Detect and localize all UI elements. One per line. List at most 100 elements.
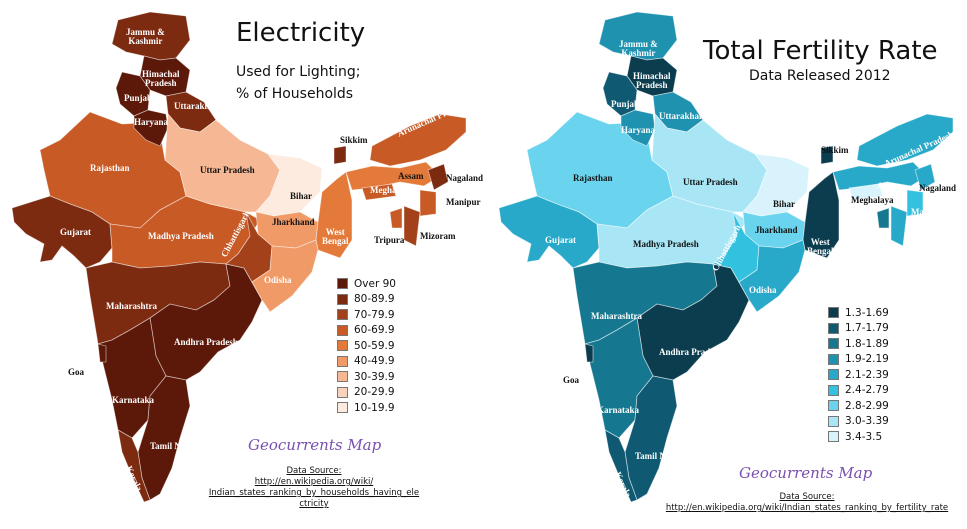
fertility-attribution: Geocurrents Map [739, 464, 873, 482]
label-tripura: Tripura [853, 243, 884, 253]
legend-label: 70-79.9 [354, 308, 395, 321]
label-haryana: Haryana [134, 117, 169, 127]
label-manipur: Manipur [446, 197, 481, 207]
label-sikkim: Sikkim [340, 135, 368, 145]
label-punjab: Punjab [124, 93, 153, 103]
electricity-subtitle-line2: % of Households [236, 86, 354, 102]
label-manipur: Manipur [911, 207, 946, 217]
state-sikkim [820, 145, 834, 165]
fertility-map-panel: Total Fertility Rate Data Released 2012 … [487, 0, 967, 529]
label-madhya-pradesh: Madhya Pradesh [148, 231, 214, 241]
label-odisha: Odisha [264, 275, 292, 285]
legend-swatch [828, 322, 839, 334]
label-andhra-pradesh: Andhra Pradesh [659, 347, 723, 357]
legend-item: 2.4-2.79 [828, 383, 889, 399]
label-karnataka: Karnataka [597, 405, 640, 415]
legend-label: 1.3-1.69 [845, 306, 889, 319]
legend-label: 30-39.9 [354, 370, 395, 383]
legend-label: 3.0-3.39 [845, 415, 889, 428]
legend-swatch [828, 400, 839, 412]
state-gujarat [498, 195, 600, 269]
label-andhra-pradesh: Andhra Pradesh [174, 337, 238, 347]
state-tripura [389, 207, 403, 229]
legend-item: 1.8-1.89 [828, 336, 889, 352]
legend-label: 2.8-2.99 [845, 399, 889, 412]
state-sikkim [333, 145, 347, 165]
legend-item: 50-59.9 [337, 338, 396, 354]
electricity-legend: Over 90 80-89.9 70-79.9 60-69.9 50-59.9 … [337, 276, 396, 416]
label-rajasthan: Rajasthan [573, 173, 613, 183]
label-odisha: Odisha [749, 285, 777, 295]
state-odisha [251, 239, 319, 313]
legend-swatch [828, 431, 839, 443]
legend-swatch [828, 415, 839, 427]
state-haryana [133, 109, 169, 147]
legend-label: 80-89.9 [354, 293, 395, 306]
legend-label: 2.1-2.39 [845, 368, 889, 381]
state-manipur [906, 189, 924, 217]
label-assam: Assam [877, 181, 903, 191]
source-label: Data Source: [286, 466, 342, 476]
label-meghalaya: Meghalaya [851, 195, 894, 205]
legend-swatch [828, 353, 839, 365]
label-west-bengal: West Bengal [322, 227, 349, 247]
legend-label: 3.4-3.5 [845, 430, 883, 443]
label-jharkhand: Jharkhand [272, 217, 315, 227]
legend-swatch [828, 384, 839, 396]
state-odisha [738, 239, 806, 313]
label-mizoram: Mizoram [905, 239, 941, 249]
legend-item: 1.9-2.19 [828, 352, 889, 368]
label-bihar: Bihar [773, 199, 796, 209]
legend-swatch [337, 355, 348, 367]
legend-label: 10-19.9 [354, 401, 395, 414]
electricity-subtitle-line1: Used for Lighting; [236, 64, 361, 80]
label-maharashtra: Maharashtra [591, 311, 642, 321]
label-tripura: Tripura [374, 235, 405, 245]
legend-swatch [337, 340, 348, 352]
label-rajasthan: Rajasthan [90, 163, 130, 173]
fertility-legend: 1.3-1.69 1.7-1.79 1.8-1.89 1.9-2.19 2.1-… [828, 305, 889, 445]
label-mizoram: Mizoram [420, 231, 456, 241]
source-url-line3[interactable]: ctricity [299, 499, 329, 510]
legend-label: 1.8-1.89 [845, 337, 889, 350]
label-himachal-pradesh: Himachal Pradesh [633, 71, 671, 91]
legend-item: Over 90 [337, 276, 396, 292]
label-gujarat: Gujarat [545, 235, 576, 245]
state-meghalaya [361, 183, 397, 201]
label-jammu-kashmir: Jammu & Kashmir [126, 27, 165, 47]
label-bihar: Bihar [290, 191, 313, 201]
source-url-line2[interactable]: Indian_states_ranking_by_households_havi… [208, 488, 420, 499]
legend-item: 80-89.9 [337, 292, 396, 308]
label-meghalaya: Meghalaya [370, 185, 413, 195]
label-nagaland: Nagaland [446, 173, 484, 183]
label-maharashtra: Maharashtra [106, 301, 157, 311]
legend-swatch [337, 293, 348, 305]
legend-swatch [828, 307, 839, 319]
state-arunachal-pradesh [369, 113, 467, 167]
state-manipur [419, 189, 437, 217]
label-jharkhand: Jharkhand [755, 225, 798, 235]
label-gujarat: Gujarat [60, 227, 91, 237]
state-chhattisgarh [225, 211, 273, 283]
state-meghalaya [848, 183, 884, 201]
state-kerala [604, 429, 638, 503]
legend-item: 2.8-2.99 [828, 398, 889, 414]
state-nagaland [914, 163, 936, 191]
label-goa: Goa [563, 375, 580, 385]
label-tamil-nadu: Tamil Nadu [150, 441, 196, 451]
label-punjab: Punjab [611, 99, 640, 109]
electricity-india-map [11, 11, 467, 503]
state-tripura [876, 207, 890, 229]
legend-label: 2.4-2.79 [845, 384, 889, 397]
state-goa [97, 343, 107, 363]
legend-swatch [337, 371, 348, 383]
legend-swatch [337, 278, 348, 290]
state-mizoram [403, 205, 421, 247]
label-uttar-pradesh: Uttar Pradesh [683, 177, 738, 187]
label-nagaland: Nagaland [919, 183, 957, 193]
label-west-bengal: West Bengal [807, 237, 834, 257]
source-url-line1[interactable]: http://en.wikipedia.org/wiki/ [254, 477, 374, 488]
source-url[interactable]: http://en.wikipedia.org/wiki/Indian_stat… [665, 503, 949, 514]
label-goa: Goa [68, 367, 85, 377]
label-tamil-nadu: Tamil Nadu [635, 451, 681, 461]
